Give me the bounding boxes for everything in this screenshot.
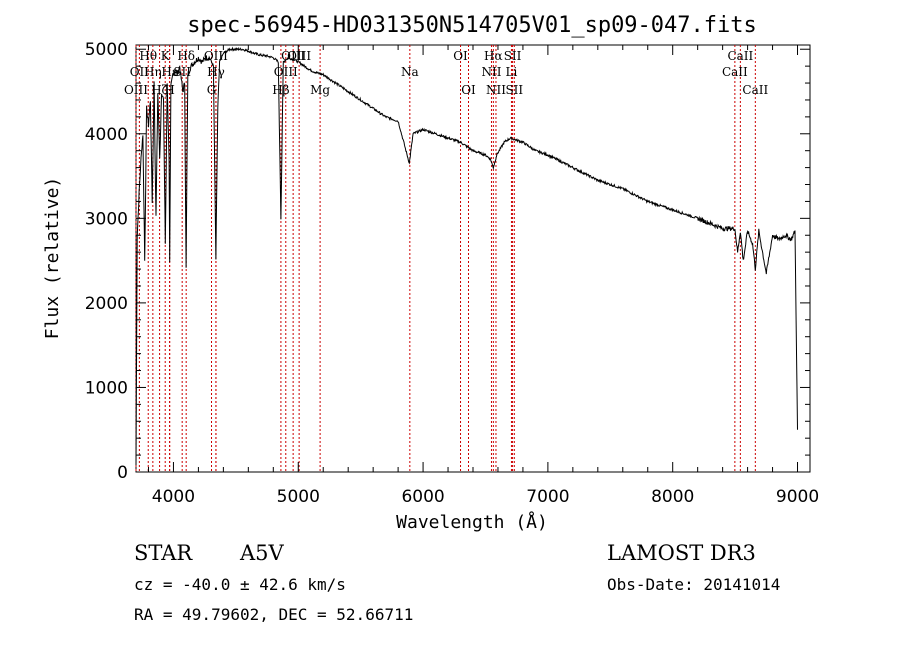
line-marker-label: NII (481, 65, 501, 79)
y-tick-label: 2000 (85, 294, 128, 314)
line-marker-label: OI (461, 83, 476, 97)
line-marker-label: Hδ (177, 49, 195, 63)
x-tick-label: 8000 (651, 487, 694, 507)
line-marker-label: OIII (274, 65, 298, 79)
object-class: STAR (134, 541, 193, 565)
subclass: A5V (239, 541, 285, 565)
line-marker-label: SII (505, 83, 523, 97)
y-tick-label: 4000 (85, 125, 128, 145)
y-axis-ticks: 0 1000 2000 3000 4000 5000 (85, 40, 810, 483)
line-marker-label: SII (173, 65, 191, 79)
line-marker-label: NII (486, 83, 506, 97)
line-marker-label: OIII (204, 49, 228, 63)
y-tick-label: 0 (117, 463, 128, 483)
line-marker-label: CaII (742, 83, 768, 97)
y-axis-label: Flux (relative) (42, 177, 63, 340)
line-marker-label: Hγ (207, 65, 225, 79)
line-marker-label: OIII (124, 83, 148, 97)
x-tick-label: 5000 (277, 487, 320, 507)
line-marker-label: CaII (727, 49, 753, 63)
line-marker-label: G (207, 83, 217, 97)
x-tick-label: 6000 (401, 487, 444, 507)
ra-dec: RA = 49.79602, DEC = 52.66711 (134, 605, 413, 624)
line-marker-labels: Hθ OII OIII Hη Hζ K Hε H Hδ SII G OIII Hγ Hβ OIII OIII O… (124, 49, 769, 97)
y-tick-label: 1000 (85, 378, 128, 398)
line-marker-label: Hζ (151, 83, 168, 97)
line-marker-label: Hε (161, 65, 178, 79)
line-marker-label: SII (504, 49, 522, 63)
plot-frame (135, 44, 811, 473)
line-marker-label: OI (453, 49, 468, 63)
redshift-cz: cz = -40.0 ± 42.6 km/s (134, 575, 346, 594)
y-tick-label: 3000 (85, 209, 128, 229)
x-axis-ticks: 4000 5000 6000 7000 8000 9000 (147, 45, 819, 507)
line-marker-label: Hα (484, 49, 503, 63)
x-tick-label: 7000 (526, 487, 569, 507)
x-tick-label: 9000 (776, 487, 819, 507)
y-tick-label: 5000 (85, 40, 128, 60)
line-marker-label: OIII (287, 49, 311, 63)
spectrum-line (135, 46, 798, 466)
line-marker-label: CaII (722, 65, 748, 79)
line-marker-label: Hβ (272, 83, 289, 97)
line-markers (135, 45, 756, 472)
line-marker-label: Hθ (139, 49, 157, 63)
line-marker-label: K (161, 49, 171, 63)
line-marker-label: Mg (310, 83, 330, 97)
line-marker-label: Na (401, 65, 419, 79)
survey-name: LAMOST DR3 (607, 541, 756, 565)
chart-title: spec-56945-HD031350N514705V01_sp09-047.f… (187, 13, 757, 38)
line-marker-label: OII (130, 65, 150, 79)
x-axis-label: Wavelength (Å) (396, 511, 548, 533)
x-tick-label: 4000 (152, 487, 195, 507)
line-marker-label: H (164, 83, 174, 97)
obs-date: Obs-Date: 20141014 (607, 575, 780, 594)
line-marker-label: Hη (144, 65, 162, 79)
line-marker-label: Li (506, 65, 518, 79)
